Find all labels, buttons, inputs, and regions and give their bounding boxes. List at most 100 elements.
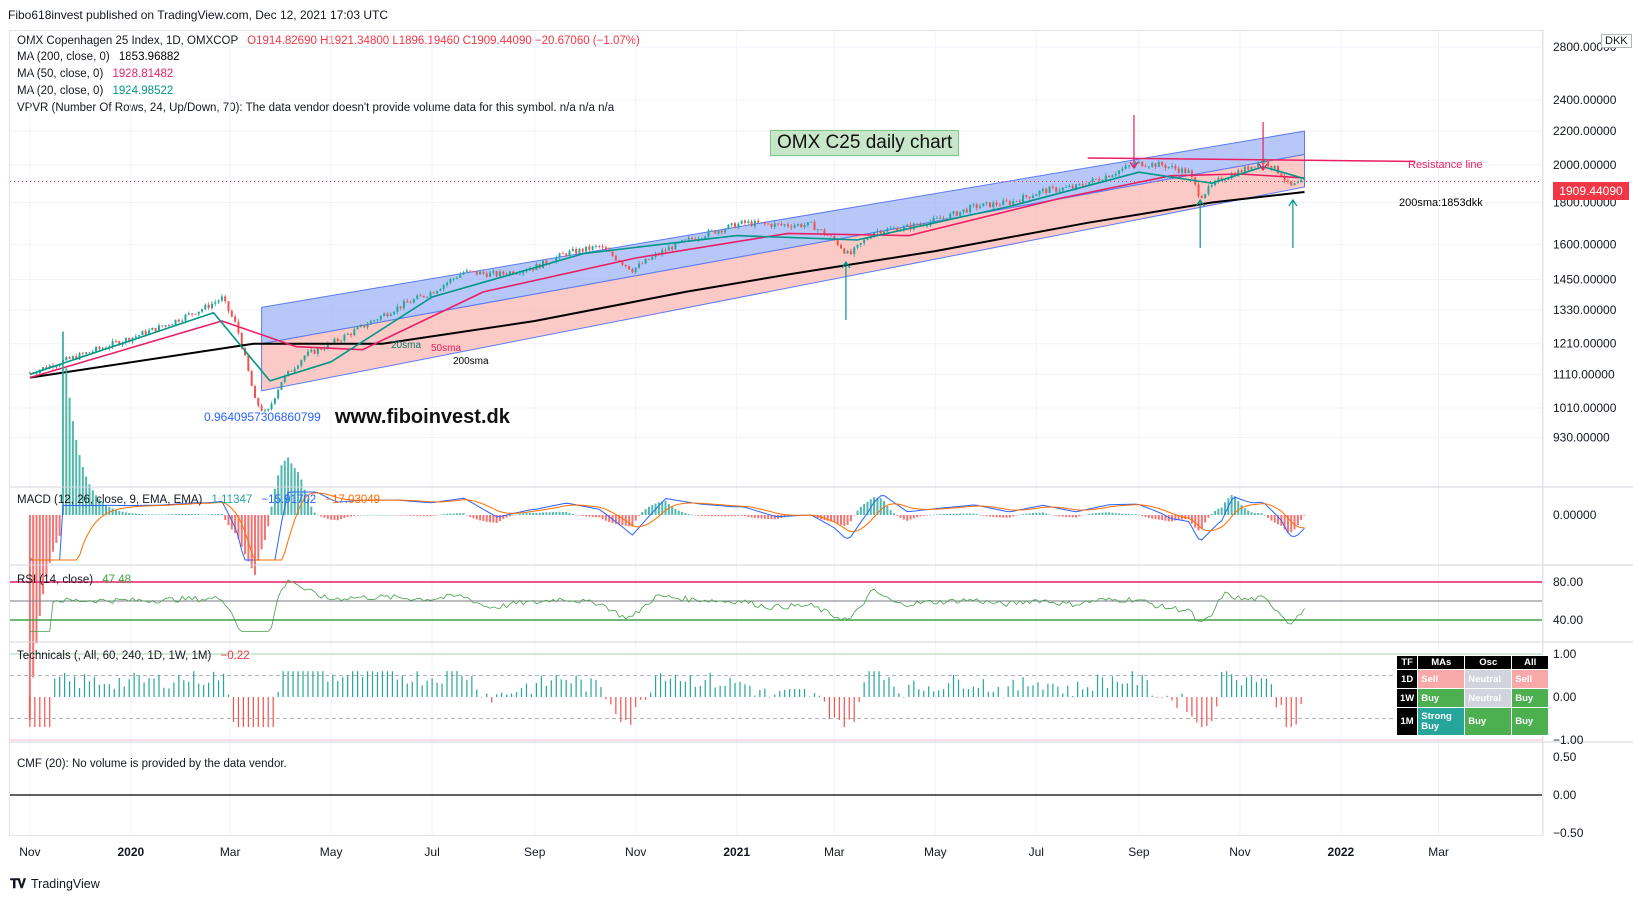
macd-histogram-bar	[955, 513, 958, 515]
tech-row-osc: Neutral	[1464, 688, 1513, 708]
label-200sma: 200sma	[453, 356, 489, 367]
macd-histogram-bar	[157, 514, 160, 516]
macd-histogram-bar	[290, 463, 293, 515]
macd-histogram-bar	[429, 515, 432, 517]
tech-bar	[491, 697, 493, 703]
candle-body	[306, 351, 309, 356]
candle-body	[826, 234, 829, 236]
tech-bar	[650, 692, 652, 697]
currency-label[interactable]: DKK	[1601, 34, 1632, 48]
candle-body	[151, 327, 154, 331]
macd-value-2: −15.91702	[261, 494, 317, 506]
candle-body	[1157, 162, 1160, 167]
candle-body	[561, 253, 564, 255]
macd-histogram-bar	[1131, 514, 1134, 515]
publish-header: Fibo618invest published on TradingView.c…	[8, 8, 389, 22]
macd-histogram-bar	[177, 514, 180, 515]
time-tick-label: 2022	[1328, 845, 1355, 859]
candle-body	[1104, 175, 1107, 181]
candle-body	[201, 309, 204, 312]
candle-body	[396, 306, 399, 312]
candle-body	[1197, 184, 1200, 197]
candle-body	[485, 273, 488, 277]
tech-bar	[868, 671, 870, 697]
candle-body	[889, 228, 892, 230]
tech-bar	[1087, 687, 1089, 697]
candle-body	[912, 223, 915, 230]
tech-bar	[769, 697, 771, 698]
tech-bar	[724, 685, 726, 697]
candle-body	[181, 320, 184, 322]
time-tick-label: Nov	[19, 845, 40, 859]
candle-body	[363, 324, 366, 328]
macd-histogram-bar	[1267, 515, 1270, 519]
macd-histogram-bar	[462, 513, 465, 515]
macd-histogram-bar	[1101, 512, 1104, 515]
macd-histogram-bar	[1025, 513, 1028, 515]
candle-body	[982, 203, 985, 207]
macd-histogram-bar	[320, 515, 323, 517]
tech-bar	[312, 671, 314, 697]
tech-bar	[729, 677, 731, 697]
candle-body	[313, 349, 316, 354]
macd-histogram-bar	[1091, 513, 1094, 515]
macd-histogram-bar	[88, 484, 91, 515]
candle-body	[1210, 184, 1213, 187]
macd-histogram-bar	[1240, 505, 1243, 515]
macd-histogram-bar	[505, 515, 508, 518]
macd-histogram-bar	[1094, 513, 1097, 515]
tech-header-osc: Osc	[1464, 655, 1513, 670]
tech-bar	[232, 697, 235, 723]
tech-bar	[540, 675, 542, 697]
candle-body	[787, 224, 790, 227]
candle-body	[767, 223, 770, 225]
macd-histogram-bar	[1048, 514, 1051, 516]
macd-histogram-bar	[965, 513, 968, 515]
macd-histogram-bar	[747, 515, 750, 517]
candle-body	[1051, 186, 1054, 188]
candle-body	[674, 242, 677, 250]
candle-body	[429, 292, 432, 297]
candle-body	[839, 245, 842, 249]
macd-histogram-bar	[760, 515, 763, 519]
tech-bar	[1012, 679, 1014, 697]
macd-histogram-bar	[81, 466, 84, 515]
candle-body	[495, 271, 498, 277]
tech-bar	[1032, 685, 1034, 697]
macd-histogram-bar	[356, 515, 359, 516]
time-tick-label: Mar	[824, 845, 845, 859]
tradingview-footer[interactable]: 𝐓𝐕 TradingView	[10, 876, 100, 892]
macd-histogram-bar	[141, 514, 144, 515]
candle-body	[227, 301, 230, 311]
time-tick-label: Nov	[1229, 845, 1250, 859]
candle-body	[1293, 183, 1296, 186]
macd-histogram-bar	[743, 515, 746, 517]
tech-row-all: Buy	[1511, 707, 1550, 736]
macd-histogram-bar	[594, 515, 597, 518]
candle-body	[988, 202, 991, 208]
tech-bar	[361, 676, 364, 697]
macd-histogram-bar	[58, 515, 61, 536]
macd-histogram-bar	[343, 515, 346, 518]
macd-histogram-bar	[247, 515, 250, 562]
macd-histogram-bar	[1144, 515, 1147, 518]
macd-histogram-bar	[489, 515, 492, 523]
macd-histogram-bar	[1260, 513, 1263, 515]
macd-histogram-bar	[1071, 515, 1074, 518]
tech-bar	[1186, 697, 1188, 712]
tech-bar	[49, 697, 51, 728]
macd-histogram-bar	[1128, 513, 1131, 515]
candle-body	[446, 282, 449, 286]
macd-histogram-bar	[240, 515, 243, 547]
rsi-axis-label: 40.00	[1553, 613, 1583, 627]
candle-body	[224, 296, 227, 302]
tech-bar	[947, 683, 950, 697]
tech-bar	[515, 692, 518, 697]
tech-bar	[600, 687, 602, 697]
tech-row-tf: 1W	[1395, 688, 1419, 708]
candle-body	[469, 270, 472, 272]
candle-body	[823, 229, 826, 235]
tech-bar	[848, 697, 850, 720]
candle-body	[1290, 181, 1293, 186]
